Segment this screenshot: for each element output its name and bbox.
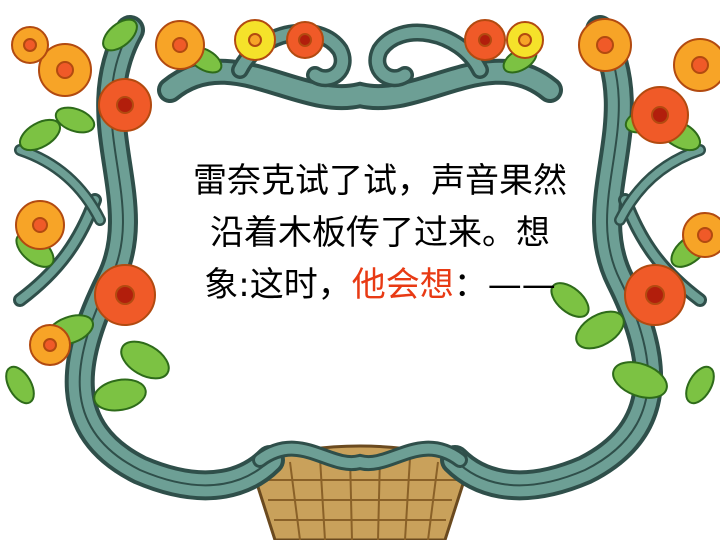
flower-icon [464, 19, 506, 61]
text-line-3: 象:这时，他会想：—— [150, 259, 610, 311]
text-line-3-suffix: ：—— [453, 265, 556, 305]
flower-icon [624, 264, 686, 326]
body-text: 雷奈克试了试，声音果然 沿着木板传了过来。想 象:这时，他会想：—— [150, 155, 610, 311]
highlight-text: 他会想 [351, 265, 454, 305]
vine-frame [13, 15, 707, 501]
flower-icon [155, 20, 205, 70]
flower-icon [94, 264, 156, 326]
flower-icon [11, 26, 49, 64]
flower-icon [234, 19, 276, 61]
flower-icon [29, 324, 71, 366]
flower-icon [578, 18, 632, 72]
text-line-1: 雷奈克试了试，声音果然 [193, 161, 567, 201]
flower-icon [631, 86, 689, 144]
flower-icon [286, 21, 324, 59]
flower-icon [15, 200, 65, 250]
text-line-2: 沿着木板传了过来。想 [210, 213, 550, 253]
flower-icon [98, 78, 152, 132]
flower-icon [38, 43, 92, 97]
flower-cluster [11, 18, 720, 366]
flower-icon [673, 38, 720, 92]
flower-icon [506, 21, 544, 59]
leaf-cluster [5, 18, 715, 412]
flower-icon [682, 212, 720, 258]
text-line-3-prefix: 象:这时， [204, 265, 352, 305]
